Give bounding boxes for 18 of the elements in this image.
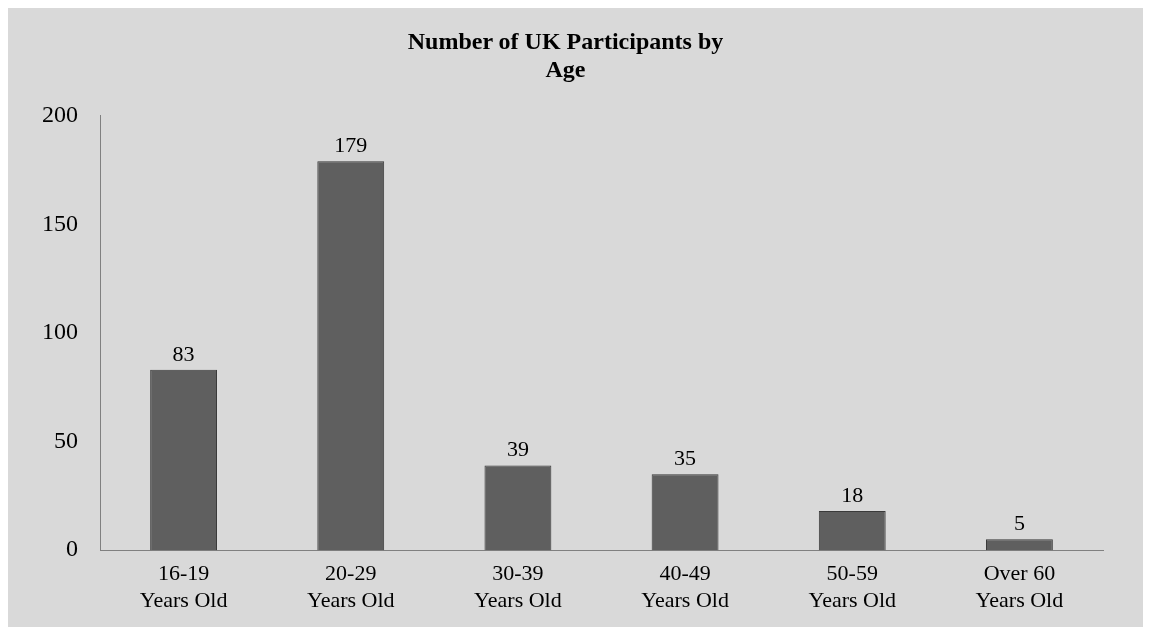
data-label: 83 [172, 340, 195, 366]
data-label: 35 [674, 444, 697, 470]
y-tick-label: 50 [54, 426, 78, 453]
x-tick-label: 16-19 Years Old [139, 560, 228, 612]
y-tick-label: 0 [66, 535, 78, 562]
data-label: 179 [334, 132, 368, 158]
chart-title: Number of UK Participants by Age [407, 27, 724, 83]
data-label: 18 [841, 481, 864, 507]
data-label: 39 [506, 436, 529, 462]
y-tick-label: 150 [42, 209, 78, 236]
x-tick-label: 40-49 Years Old [641, 560, 729, 612]
x-tick-label: 20-29 Years Old [306, 560, 395, 612]
x-tick-label: 50-59 Years Old [808, 560, 897, 612]
x-tick-label: 30-39 Years Old [474, 560, 562, 612]
x-tick-label: Over 60 Years Old [975, 560, 1064, 612]
y-tick-label: 200 [42, 100, 78, 127]
data-label: 5 [1013, 510, 1025, 536]
y-tick-label: 100 [42, 318, 78, 345]
